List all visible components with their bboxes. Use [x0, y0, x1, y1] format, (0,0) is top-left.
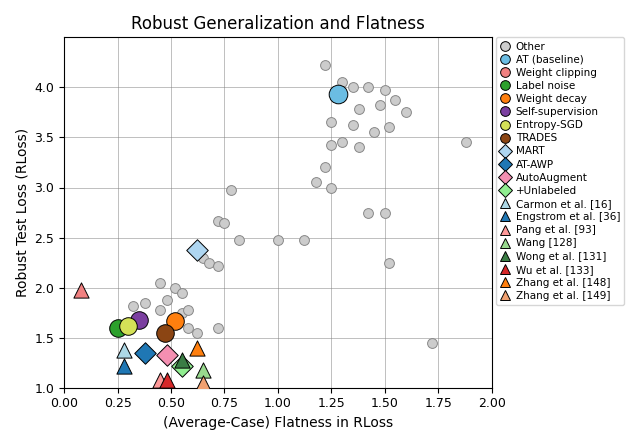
Point: [213, 217, 223, 224]
Point: [320, 164, 330, 171]
Point: [177, 289, 187, 296]
Point: [320, 62, 330, 69]
Point: [348, 122, 358, 129]
Point: [113, 324, 123, 331]
Legend: Other, AT (baseline), Weight clipping, Label noise, Weight decay, Self-supervisi: Other, AT (baseline), Weight clipping, L…: [496, 37, 624, 305]
Point: [369, 129, 379, 136]
Point: [401, 109, 412, 116]
Point: [170, 284, 180, 291]
Point: [140, 349, 150, 356]
Point: [234, 236, 244, 243]
Point: [183, 306, 193, 313]
Point: [326, 184, 337, 191]
Point: [156, 376, 166, 383]
Point: [76, 286, 86, 293]
X-axis label: (Average-Case) Flatness in RLoss: (Average-Case) Flatness in RLoss: [163, 416, 393, 430]
Point: [298, 236, 308, 243]
Point: [354, 106, 364, 113]
Point: [213, 262, 223, 269]
Point: [183, 324, 193, 331]
Point: [213, 324, 223, 331]
Point: [390, 97, 401, 104]
Point: [461, 139, 471, 146]
Point: [162, 376, 172, 383]
Y-axis label: Robust Test Loss (RLoss): Robust Test Loss (RLoss): [15, 128, 29, 297]
Point: [191, 329, 202, 336]
Point: [159, 329, 170, 336]
Point: [333, 91, 343, 98]
Point: [220, 219, 230, 226]
Point: [384, 124, 394, 131]
Point: [380, 209, 390, 216]
Point: [134, 316, 144, 323]
Point: [191, 344, 202, 351]
Point: [375, 102, 385, 109]
Point: [273, 236, 283, 243]
Point: [162, 351, 172, 358]
Point: [427, 339, 437, 346]
Point: [177, 356, 187, 363]
Point: [198, 254, 208, 261]
Point: [311, 179, 321, 186]
Point: [337, 79, 347, 86]
Point: [326, 119, 337, 126]
Point: [119, 362, 129, 369]
Point: [127, 302, 138, 309]
Point: [140, 299, 150, 306]
Point: [170, 317, 180, 324]
Point: [198, 379, 208, 386]
Title: Robust Generalization and Flatness: Robust Generalization and Flatness: [131, 15, 425, 33]
Point: [191, 246, 202, 253]
Point: [162, 296, 172, 303]
Point: [354, 144, 364, 151]
Point: [326, 142, 337, 149]
Point: [348, 84, 358, 91]
Point: [177, 309, 187, 316]
Point: [362, 209, 372, 216]
Point: [362, 84, 372, 91]
Point: [119, 346, 129, 353]
Point: [156, 306, 166, 313]
Point: [156, 279, 166, 286]
Point: [177, 362, 187, 369]
Point: [337, 139, 347, 146]
Point: [384, 259, 394, 266]
Point: [123, 322, 133, 329]
Point: [198, 366, 208, 373]
Point: [226, 186, 236, 193]
Point: [380, 87, 390, 94]
Point: [204, 259, 214, 266]
